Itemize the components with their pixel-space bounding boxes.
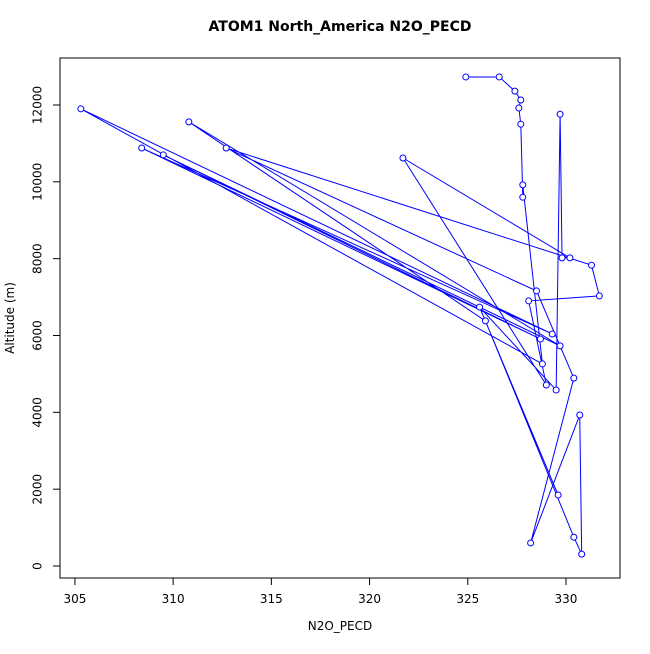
data-line: [80, 76, 601, 555]
y-tick-label: 12000: [31, 86, 45, 124]
data-point: [517, 120, 525, 128]
data-point: [159, 151, 167, 159]
data-point: [588, 261, 596, 269]
data-point: [138, 144, 146, 152]
data-point: [481, 317, 489, 325]
data-point: [578, 550, 586, 558]
data-point: [576, 411, 584, 419]
data-point: [77, 105, 85, 113]
data-point: [399, 154, 407, 162]
x-axis-label: N2O_PECD: [308, 619, 373, 633]
data-point: [476, 303, 484, 311]
data-point: [570, 533, 578, 541]
y-tick-label: 10000: [31, 163, 45, 201]
x-tick-label: 325: [456, 592, 479, 606]
data-point: [462, 73, 470, 81]
data-point: [511, 87, 519, 95]
data-point: [222, 144, 230, 152]
data-point: [542, 381, 550, 389]
data-point: [533, 287, 541, 295]
data-point: [548, 330, 556, 338]
data-point: [517, 96, 525, 104]
x-tick-label: 310: [162, 592, 185, 606]
data-point: [595, 292, 603, 300]
data-point: [566, 254, 574, 262]
y-tick-label: 6000: [31, 320, 45, 351]
data-point: [527, 539, 535, 547]
data-point: [536, 335, 544, 343]
data-point: [519, 181, 527, 189]
chart-title: ATOM1 North_America N2O_PECD: [209, 19, 472, 35]
y-tick-label: 4000: [31, 397, 45, 428]
y-tick-label: 0: [31, 562, 45, 570]
data-point: [495, 73, 503, 81]
data-point: [185, 118, 193, 126]
x-tick-label: 330: [555, 592, 578, 606]
x-tick-label: 320: [358, 592, 381, 606]
y-tick-label: 2000: [31, 474, 45, 505]
data-point: [570, 374, 578, 382]
data-point: [558, 254, 566, 262]
data-point: [538, 360, 546, 368]
y-axis-label: Altitude (m): [3, 282, 17, 354]
data-point: [556, 110, 564, 118]
data-point: [515, 104, 523, 112]
x-tick-label: 315: [260, 592, 283, 606]
data-point: [552, 386, 560, 394]
data-point: [519, 193, 527, 201]
plot-box: [59, 57, 621, 579]
x-tick-label: 305: [63, 592, 86, 606]
data-point: [525, 297, 533, 305]
y-tick-label: 8000: [31, 243, 45, 274]
data-point: [556, 342, 564, 350]
data-point: [554, 491, 562, 499]
